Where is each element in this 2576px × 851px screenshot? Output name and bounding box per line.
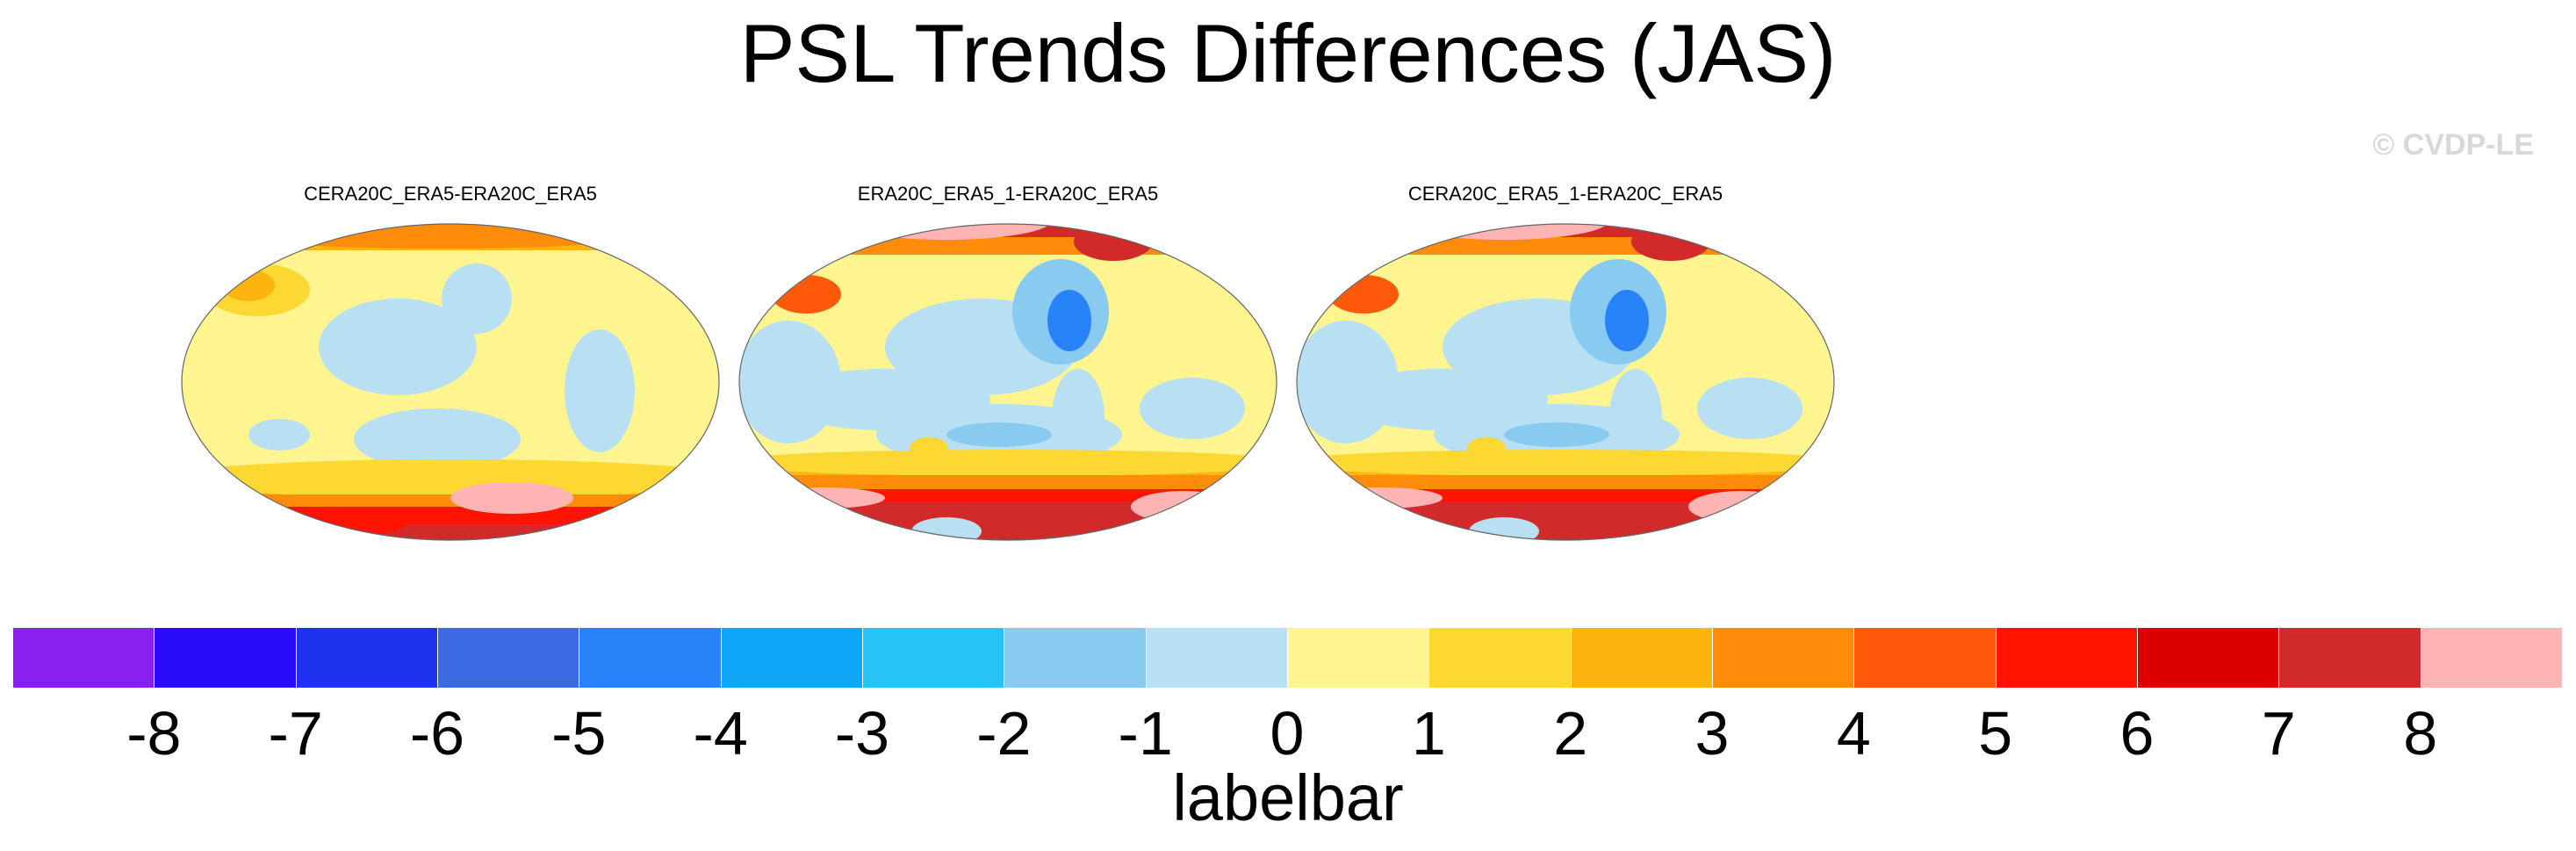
- map-panel-3: [1296, 223, 1835, 541]
- labelbar-tick-label: 6: [2119, 699, 2155, 768]
- labelbar-segment: [579, 628, 722, 688]
- labelbar-tick-label: -1: [1118, 699, 1173, 768]
- labelbar-tick-label: -3: [834, 699, 890, 768]
- labelbar-tick-label: 1: [1411, 699, 1446, 768]
- panel-2-title: ERA20C_ERA5_1-ERA20C_ERA5: [857, 183, 1159, 205]
- labelbar-segment: [2279, 628, 2421, 688]
- labelbar-segment: [1854, 628, 1997, 688]
- credit-watermark: © CVDP-LE: [2372, 128, 2534, 162]
- labelbar-segment: [1287, 628, 1430, 688]
- labelbar-tick-label: 8: [2403, 699, 2438, 768]
- labelbar-ticks: -8 -7 -6 -5 -4 -3 -2 -1 0 1 2 3 4 5 6 7 8: [0, 703, 2576, 782]
- map-panel-1: [181, 223, 720, 541]
- labelbar-tick-label: 7: [2261, 699, 2296, 768]
- labelbar-tick-label: 4: [1836, 699, 1871, 768]
- labelbar-segment: [1712, 628, 1855, 688]
- labelbar-segment: [13, 628, 155, 688]
- labelbar-tick-label: -5: [551, 699, 607, 768]
- labelbar-segment: [721, 628, 863, 688]
- labelbar-segment: [1146, 628, 1288, 688]
- labelbar-segment: [1571, 628, 1713, 688]
- labelbar-segment: [2137, 628, 2280, 688]
- labelbar-tick-label: 5: [1978, 699, 2013, 768]
- labelbar-tick-label: -2: [976, 699, 1032, 768]
- labelbar-segment: [437, 628, 580, 688]
- labelbar-segment: [1004, 628, 1147, 688]
- labelbar-label: labelbar: [1172, 761, 1404, 834]
- labelbar-tick-label: -4: [693, 699, 748, 768]
- labelbar-tick-label: 0: [1270, 699, 1305, 768]
- labelbar-segment: [155, 628, 297, 688]
- panel-1-title: CERA20C_ERA5-ERA20C_ERA5: [304, 183, 597, 205]
- labelbar-tick-label: -7: [268, 699, 323, 768]
- panel-3-title: CERA20C_ERA5_1-ERA20C_ERA5: [1407, 183, 1723, 205]
- labelbar-tick-label: 2: [1553, 699, 1588, 768]
- labelbar-segment: [2421, 628, 2563, 688]
- labelbar-segment: [1429, 628, 1572, 688]
- labelbar-segment: [1996, 628, 2138, 688]
- labelbar-segment: [862, 628, 1005, 688]
- labelbar-colorbar: [12, 627, 2564, 689]
- figure-title: PSL Trends Differences (JAS): [739, 7, 1837, 99]
- labelbar-tick-label: -8: [126, 699, 182, 768]
- labelbar-segment: [296, 628, 438, 688]
- map-panel-2: [738, 223, 1277, 541]
- labelbar-tick-label: -6: [409, 699, 465, 768]
- labelbar-tick-label: 3: [1695, 699, 1730, 768]
